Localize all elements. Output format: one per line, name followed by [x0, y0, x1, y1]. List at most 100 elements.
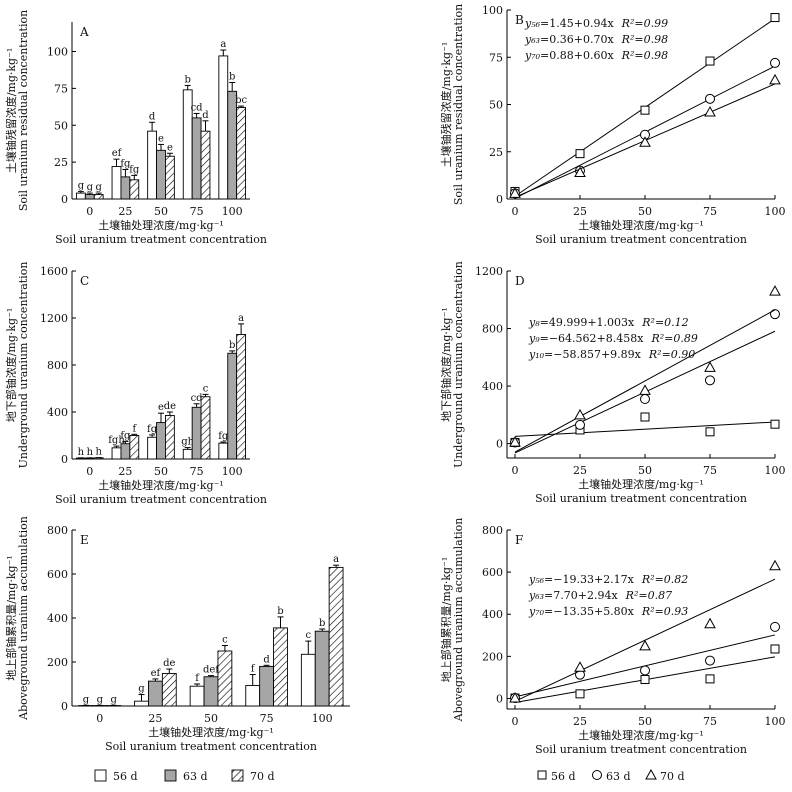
y-axis-title-en: Aboveground uranium accumulation [17, 516, 30, 721]
x-axis-title: 土壤铀处理浓度/mg·kg⁻¹ [98, 218, 224, 232]
bar-d56 [218, 442, 229, 460]
point-circle [770, 57, 780, 68]
equation-y: y₆₃ [524, 33, 540, 46]
legend-label: 56 d [113, 770, 138, 783]
significance-letter: a [333, 554, 339, 565]
significance-letter: d [263, 654, 270, 665]
bar-d63 [191, 117, 202, 200]
y-tick-label: 0 [61, 453, 68, 466]
point-circle [770, 621, 780, 632]
y-axis-title: 地下部铀浓度/mg·kg⁻¹ [4, 308, 18, 423]
regression-equation: y₇₀=0.88+0.60x R²=0.98 [524, 49, 668, 62]
x-tick-label: 100 [765, 715, 786, 728]
x-tick-label: 0 [512, 715, 519, 728]
y-tick-label: 800 [482, 524, 503, 537]
legend-left: 56 d 63 d 70 d [94, 769, 275, 783]
bar-d56 [111, 447, 122, 460]
legend-swatch-d63 [164, 769, 177, 782]
significance-letter: c [305, 630, 311, 641]
significance-letter: fg [147, 424, 158, 435]
significance-letter: cd [191, 393, 204, 404]
point-triangle [639, 384, 651, 395]
x-axis-title-en: Soil uranium treatment concentration [55, 493, 267, 506]
legend-label: 56 d [551, 770, 576, 783]
significance-letter: f [251, 664, 256, 675]
bar-d70 [129, 179, 140, 200]
x-axis-title: 土壤铀处理浓度/mg·kg⁻¹ [578, 728, 704, 742]
equation-y: y₅₆ [524, 17, 541, 30]
bar-d70 [164, 415, 175, 460]
y-tick-label: 100 [47, 46, 68, 59]
y-tick-label: 0 [496, 193, 503, 206]
point-circle [770, 309, 780, 320]
legend-marker-circle [592, 770, 602, 780]
regression-equation: y₅₆=1.45+0.94x R²=0.99 [524, 17, 668, 30]
x-tick-label: 75 [190, 205, 204, 218]
x-tick-label: 75 [190, 465, 204, 478]
panel-letter: B [515, 13, 524, 27]
legend-marker-square [537, 770, 547, 780]
y-axis-title: 土壤铀残留浓度/mg·kg⁻¹ [439, 42, 453, 168]
regression-equation: y₈=49.999+1.003x R²=0.12 [528, 316, 689, 329]
y-tick-label: 1200 [40, 312, 68, 325]
y-tick-label: 800 [47, 359, 68, 372]
significance-letter: a [220, 39, 226, 50]
point-triangle [574, 661, 586, 672]
significance-letter: e [158, 402, 164, 413]
equation-y: y₁₀ [528, 348, 545, 361]
significance-letter: g [110, 694, 117, 705]
point-circle [575, 419, 585, 430]
y-tick-label: 400 [482, 380, 503, 393]
x-tick-label: 0 [86, 205, 93, 218]
point-square [770, 419, 780, 429]
significance-letter: def [203, 665, 220, 676]
point-circle [640, 394, 650, 405]
significance-letter: h [87, 447, 94, 458]
bar-d70 [129, 435, 140, 460]
significance-letter: d [149, 111, 156, 122]
panel-letter: C [80, 274, 89, 288]
equation-y: y₇₀ [524, 49, 541, 62]
x-tick-label: 50 [204, 712, 218, 725]
equation-y: y₅₆ [528, 573, 545, 586]
equation-r2: R²=0.98 [621, 33, 668, 46]
point-square [575, 689, 585, 699]
x-tick-label: 100 [765, 205, 786, 218]
x-tick-label: 75 [703, 715, 717, 728]
equation-rhs: =−13.35+5.80x [544, 605, 635, 618]
x-tick-label: 100 [222, 205, 243, 218]
x-tick-label: 25 [573, 715, 587, 728]
point-triangle [574, 408, 586, 420]
bar-d70 [161, 672, 177, 707]
bar-d63 [227, 90, 238, 200]
point-square [705, 674, 715, 684]
significance-letter: b [277, 606, 283, 617]
x-tick-label: 0 [96, 712, 103, 725]
y-tick-label: 0 [496, 692, 503, 705]
significance-letter: fgh [108, 435, 125, 446]
bar-d56 [147, 130, 157, 200]
equation-r2: R²=0.93 [641, 605, 688, 618]
significance-letter: b [229, 340, 235, 351]
significance-letter: gh [181, 437, 194, 448]
regression-equation: y₉=−64.562+8.458x R²=0.89 [528, 332, 698, 345]
significance-letter: de [164, 401, 176, 412]
equation-r2: R²=0.90 [648, 348, 695, 361]
x-axis-title: 土壤铀处理浓度/mg·kg⁻¹ [98, 478, 224, 492]
significance-letter: ef [112, 148, 123, 159]
significance-letter: g [87, 182, 94, 193]
y-tick-label: 600 [47, 568, 68, 581]
point-triangle [769, 73, 781, 85]
x-tick-label: 25 [118, 465, 132, 478]
point-square [770, 644, 780, 654]
point-square [640, 412, 650, 422]
bar-d56 [75, 192, 86, 200]
equation-r2: R²=0.98 [621, 49, 668, 62]
significance-letter: g [97, 694, 104, 705]
legend-marker-triangle [645, 768, 657, 780]
y-tick-label: 1200 [475, 265, 503, 278]
significance-letter: fg [218, 431, 229, 442]
y-tick-label: 50 [54, 119, 68, 132]
